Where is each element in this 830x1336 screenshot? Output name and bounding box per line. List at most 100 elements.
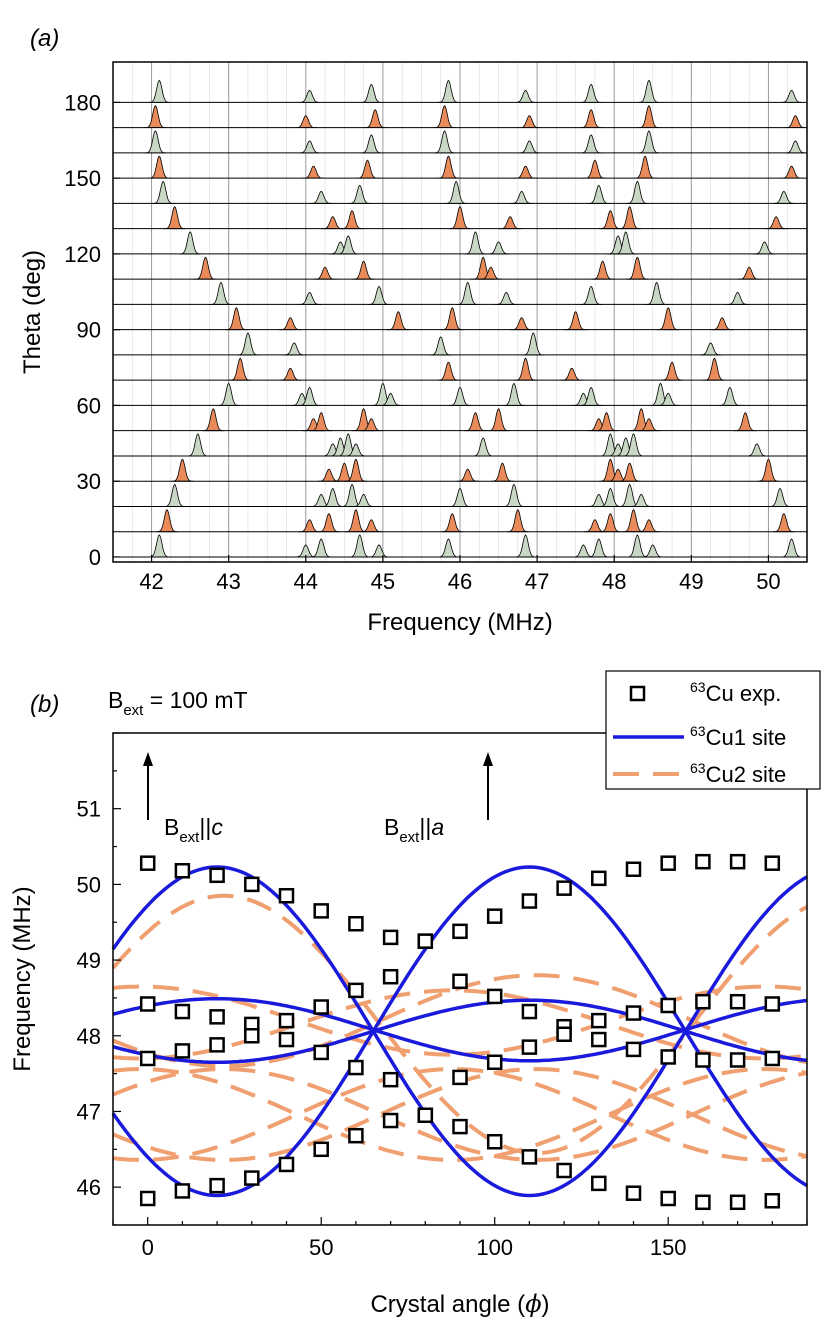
peak-130-5 [598,210,623,230]
exp-point-3-2 [209,1177,225,1194]
peak-130-3 [448,206,472,230]
peak-110-6 [625,256,649,280]
exp-point-1-11 [521,1003,538,1020]
trace-150 [113,155,807,179]
trace-140 [113,180,807,204]
peak-0-3 [348,534,372,558]
trace-50 [113,408,807,432]
exp-point-1-13 [591,1012,607,1029]
exp-point-3-12 [556,1162,572,1179]
peak-180-7 [780,89,803,103]
exp-point-3-0 [139,1190,156,1207]
cu2-fit-5 [112,1067,808,1162]
trace-80 [113,332,807,356]
x-tick-label: 48 [602,569,626,594]
trace-60 [113,382,807,406]
field-annotation: Bext = 100 mT [108,687,248,719]
exp-point-1-1 [174,1003,191,1020]
peak-100-6 [644,281,669,305]
peak-140-4 [510,190,534,204]
peak-180-6 [638,79,660,103]
x-tick-label: 46 [448,569,472,594]
exp-point-3-7 [382,1112,399,1129]
panel-a-label: (a) [30,25,59,52]
peak-80-4 [699,342,722,356]
peak-140-5 [587,184,611,204]
peak-110-7 [737,266,762,280]
exp-point-0-6 [348,915,364,932]
exp-point-3-15 [660,1190,676,1207]
arrow-a-head [483,752,493,766]
peak-90-2 [386,311,410,331]
peak-50-11 [733,412,757,432]
x-tick-label: 50 [309,1235,333,1260]
arrow-c-label: Bext||c [164,814,223,846]
peak-90-4 [510,317,534,331]
peak-150-2 [355,159,380,179]
exp-point-2-18 [764,1050,781,1067]
exp-point-0-2 [209,867,225,884]
y-tick-label: 48 [77,1024,101,1049]
peak-160-0 [143,130,168,154]
exp-point-2-1 [174,1043,191,1059]
exp-point-3-18 [764,1193,781,1209]
peak-10-11 [773,513,795,533]
exp-point-1-6 [348,982,364,999]
peak-30-1 [317,468,341,482]
exp-point-1-8 [417,933,434,949]
exp-point-0-11 [521,893,538,909]
peak-50-0 [202,408,225,432]
peak-110-2 [352,260,375,280]
trace-20 [113,483,807,507]
peak-20-0 [163,483,187,507]
exp-point-2-13 [591,1031,607,1048]
peak-130-6 [618,206,642,230]
exp-point-3-9 [452,1118,468,1135]
peak-30-5 [491,462,515,482]
peak-120-7 [753,241,777,255]
y-tick-label: 30 [77,469,101,494]
trace-40 [113,433,807,457]
peak-50-5 [464,412,488,432]
trace-120 [113,231,807,255]
x-tick-label: 47 [525,569,549,594]
exp-point-0-16 [695,853,711,870]
peak-70-1 [279,367,302,381]
y-tick-label: 0 [89,545,101,570]
arrow-c-annotation: Bext||c [143,752,223,846]
peak-180-1 [298,89,321,103]
legend-marker-exp [629,685,646,702]
peak-10-9 [621,509,646,533]
peak-10-10 [638,519,660,533]
panel-b-x-axis: 0 50 100 150 [112,1217,808,1260]
cu1-fit-0 [111,865,808,1198]
exp-point-1-2 [209,1009,225,1025]
panel-a-ylabel: Theta (deg) [19,250,46,374]
exp-point-3-11 [521,1149,538,1165]
peak-70-6 [702,357,726,381]
trace-160 [113,130,807,154]
peak-40-5 [471,437,495,457]
peak-50-6 [487,408,510,432]
peak-100-5 [579,285,603,305]
panel-b-label: (b) [30,691,59,718]
legend-label-exp: 63Cu exp. [690,679,781,706]
x-tick-label: 49 [679,569,703,594]
cu1-fit-2 [112,998,808,1065]
arrow-c-head [143,752,153,766]
exp-point-1-16 [695,993,711,1010]
panel-b-points [139,853,781,1211]
peak-90-5 [563,311,588,331]
exp-point-0-1 [174,863,191,879]
peak-10-2 [318,513,340,533]
peak-170-0 [144,105,167,129]
x-tick-label: 150 [650,1235,687,1260]
exp-point-3-5 [313,1141,329,1158]
exp-point-3-1 [174,1183,191,1199]
legend-label-cu1: 63Cu1 site [690,723,786,750]
peak-140-7 [772,190,795,204]
y-tick-label: 46 [77,1175,101,1200]
peak-160-1 [298,140,321,154]
trace-70 [113,357,807,381]
